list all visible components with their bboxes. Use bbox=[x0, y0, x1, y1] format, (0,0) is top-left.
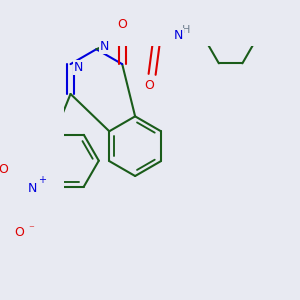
Text: N: N bbox=[100, 40, 109, 52]
Text: O: O bbox=[0, 163, 8, 176]
Text: +: + bbox=[38, 175, 46, 185]
Text: O: O bbox=[14, 226, 24, 238]
Text: ⁻: ⁻ bbox=[28, 225, 34, 235]
Text: N: N bbox=[173, 28, 183, 42]
Text: N: N bbox=[28, 182, 38, 195]
Text: O: O bbox=[117, 18, 127, 32]
Text: H: H bbox=[182, 26, 190, 35]
Text: N: N bbox=[74, 61, 83, 74]
Text: O: O bbox=[144, 79, 154, 92]
